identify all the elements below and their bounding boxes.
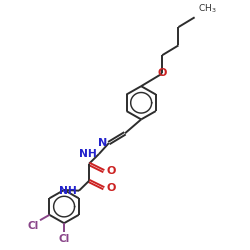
Text: NH: NH: [59, 186, 77, 196]
Text: O: O: [107, 166, 116, 176]
Text: O: O: [107, 183, 116, 193]
Text: N: N: [98, 138, 108, 147]
Text: Cl: Cl: [58, 234, 70, 244]
Text: O: O: [158, 68, 167, 78]
Text: NH: NH: [79, 149, 97, 159]
Text: CH$_3$: CH$_3$: [198, 3, 216, 15]
Text: Cl: Cl: [28, 222, 39, 232]
